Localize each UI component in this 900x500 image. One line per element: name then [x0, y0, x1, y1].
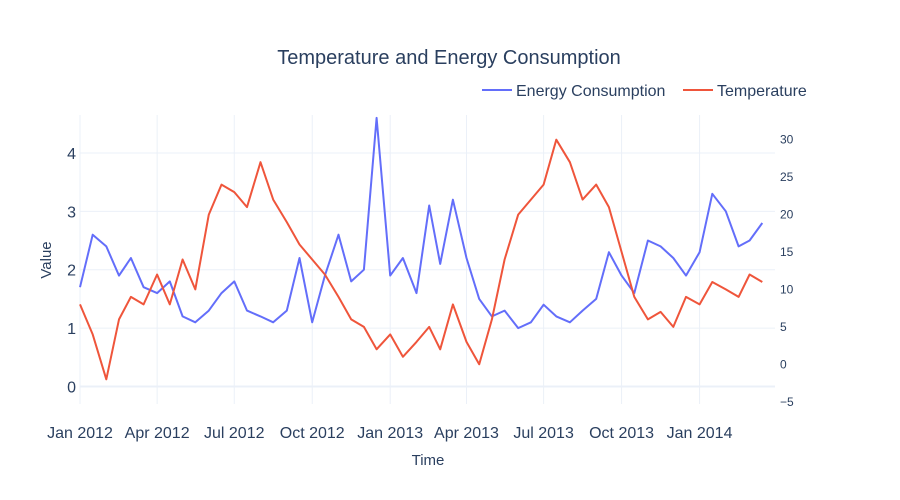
series-group: [79, 116, 764, 381]
series-line-energy-consumption: [79, 116, 764, 330]
y2-tick-label: 15: [780, 245, 794, 259]
x-tick-label: Jan 2012: [47, 425, 113, 442]
y-tick-label: 3: [67, 204, 76, 221]
x-tick-label: Jul 2013: [513, 425, 574, 442]
x-tick-label: Oct 2012: [280, 425, 345, 442]
legend-item-temperature[interactable]: Temperature: [683, 83, 807, 100]
legend-label-energy: Energy Consumption: [516, 83, 665, 100]
chart-title: Temperature and Energy Consumption: [277, 47, 621, 69]
legend-label-temperature: Temperature: [717, 83, 807, 100]
y2-tick-label: 20: [780, 208, 794, 222]
y2-tick-label: 10: [780, 282, 794, 296]
legend[interactable]: Energy Consumption Temperature: [482, 83, 807, 100]
y-tick-label: 0: [67, 379, 76, 396]
y2-tick-label: 30: [780, 133, 794, 147]
x-tick-label: Jul 2012: [204, 425, 265, 442]
x-tick-label: Jan 2013: [357, 425, 423, 442]
y-tick-label: 2: [67, 263, 76, 280]
legend-item-energy[interactable]: Energy Consumption: [482, 83, 665, 100]
y2-tick-label: 25: [780, 170, 794, 184]
series-line-temperature: [79, 138, 763, 381]
x-axis-title: Time: [412, 452, 445, 469]
x-tick-label: Jan 2014: [667, 425, 733, 442]
y-tick-label: 4: [67, 146, 76, 163]
gridlines: [79, 115, 775, 404]
x-tick-label: Apr 2013: [434, 425, 499, 442]
y-tick-label: 1: [67, 321, 76, 338]
x-tick-label: Apr 2012: [125, 425, 190, 442]
axes: Jan 2012 Apr 2012 Jul 2012 Oct 2012 Jan 2013…: [47, 133, 794, 442]
y2-tick-label: 0: [780, 357, 787, 371]
x-tick-label: Oct 2013: [589, 425, 654, 442]
y2-tick-label: 5: [780, 320, 787, 334]
y2-tick-label: −5: [780, 395, 794, 409]
y-axis-title: Value: [38, 241, 55, 278]
